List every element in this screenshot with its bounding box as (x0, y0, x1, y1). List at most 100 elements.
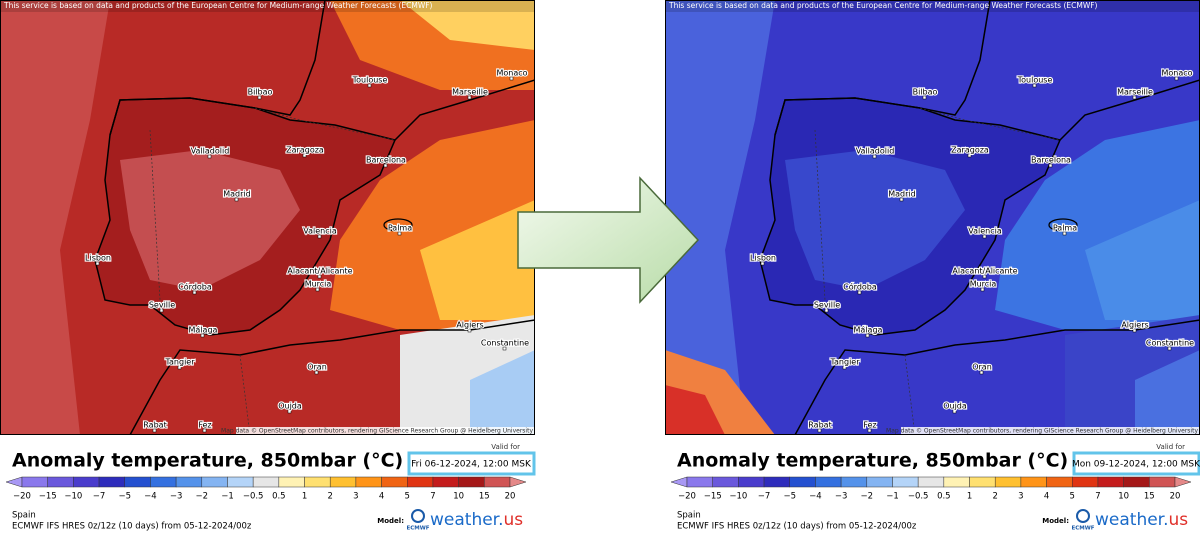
colorbar-arrow (5, 476, 23, 488)
header-note: This service is based on data and produc… (668, 1, 1098, 10)
city-label: Murcia (970, 280, 997, 289)
map-panel: This service is based on data and produc… (0, 0, 536, 532)
ecmwf-logo: ECMWF (406, 526, 429, 532)
legend-tick-label: 7 (1095, 492, 1100, 502)
city-marker (192, 290, 197, 295)
colorbar-cell (73, 476, 100, 488)
city-marker (1167, 346, 1172, 351)
north-africa-east (470, 350, 535, 435)
city-marker (317, 234, 322, 239)
chart-title: Anomaly temperature, 850mbar (°C) (677, 450, 1068, 472)
city-label: Fez (198, 421, 211, 430)
colorbar-arrow (1174, 476, 1192, 488)
legend-tick-label: −5 (118, 492, 131, 502)
map: This service is based on data and produc… (0, 0, 535, 435)
colorbar-cell (892, 476, 919, 488)
city-marker (760, 261, 765, 266)
attribution-bg (901, 427, 1200, 435)
colorbar-cell (840, 476, 868, 488)
legend-tick-label: −1 (221, 492, 234, 502)
city-marker (207, 154, 212, 159)
coastline (94, 97, 397, 336)
colorbar-cell (381, 476, 408, 488)
legend-tick-label: 7 (430, 492, 435, 502)
colorbar-cell (763, 476, 790, 488)
legend-tick-label: −3 (170, 492, 183, 502)
warm-north-light (400, 0, 535, 50)
colorbar-cell (789, 476, 816, 488)
ecmwf-logo-mark (1076, 509, 1090, 523)
city-marker (397, 231, 402, 236)
mediterranean-shade (420, 200, 535, 320)
city-label: Bilbao (248, 88, 273, 97)
region-label: Spain (12, 511, 36, 521)
city-marker (152, 428, 157, 433)
colorbar-cell (458, 476, 485, 488)
attribution-bg (236, 427, 535, 435)
city-label: Tangier (829, 358, 860, 367)
valid-date: Fri 06-12-2024, 12:00 MSK (411, 460, 532, 470)
chart-title: Anomaly temperature, 850mbar (°C) (12, 450, 403, 472)
atlantic-shade (665, 0, 775, 435)
legend-tick-label: −2 (196, 492, 209, 502)
city-marker (159, 308, 164, 313)
model-info: ECMWF IFS HRES 0z/12z (10 days) from 05-… (12, 522, 252, 532)
city-label: Tangier (164, 358, 195, 367)
city-marker (1132, 95, 1137, 100)
city-label: Murcia (305, 280, 332, 289)
legend-tick-label: −15 (704, 492, 722, 502)
city-label: Algiers (1121, 321, 1148, 330)
border (814, 107, 1061, 435)
city-label: Málaga (189, 326, 218, 335)
warm-core (665, 385, 725, 435)
legend-tick-label: 20 (505, 492, 516, 502)
city-label: Madrid (888, 190, 915, 199)
city-marker (315, 287, 320, 292)
island (1048, 218, 1078, 232)
city-label: Oran (972, 363, 992, 372)
brand-tld: us (504, 510, 524, 530)
model-label: Model: (1042, 517, 1069, 525)
city-marker (922, 95, 927, 100)
city-marker (509, 76, 514, 81)
header-bg (665, 0, 1200, 12)
city-marker (467, 328, 472, 333)
model-label: Model: (377, 517, 404, 525)
legend-tick-label: −0.5 (908, 492, 929, 502)
legend-tick-label: −7 (93, 492, 106, 502)
city-label: Seville (814, 301, 840, 310)
city-label: Bilbao (913, 88, 938, 97)
city-label: Seville (149, 301, 175, 310)
city-marker (817, 428, 822, 433)
ecmwf-logo: ECMWF (1071, 526, 1094, 532)
legend-tick-label: −20 (678, 492, 696, 502)
island (383, 218, 413, 232)
city-label: Valencia (968, 227, 1002, 236)
colorbar-cell (150, 476, 177, 488)
city-marker (899, 197, 904, 202)
colorbar-cell (1020, 476, 1047, 488)
city-label: Rabat (808, 421, 831, 430)
city-label: Monaco (1161, 69, 1192, 78)
legend-tick-label: −1 (886, 492, 899, 502)
mediterranean-shade (1085, 200, 1200, 320)
colorbar-cell (917, 476, 945, 488)
colorbar-cell (1072, 476, 1099, 488)
city-label: Constantine (1146, 339, 1194, 348)
legend-tick-label: −2 (861, 492, 874, 502)
city-label: Monaco (496, 69, 527, 78)
colorbar-cell (484, 476, 511, 488)
colorbar-cell (1097, 476, 1124, 488)
colorbar-cell (994, 476, 1022, 488)
valid-date: Mon 09-12-2024, 12:00 MSK (1072, 460, 1200, 470)
legend-tick-label: 3 (1018, 492, 1023, 502)
city-marker (872, 154, 877, 159)
colorbar-cell (124, 476, 151, 488)
legend-tick-label: 3 (353, 492, 358, 502)
colorbar-arrow (509, 476, 527, 488)
brand-name: weather. (430, 510, 504, 530)
legend-tick-label: 1 (302, 492, 307, 502)
colorbar-cell (21, 476, 48, 488)
header-bg (0, 0, 535, 12)
colorbar-cell (252, 476, 280, 488)
